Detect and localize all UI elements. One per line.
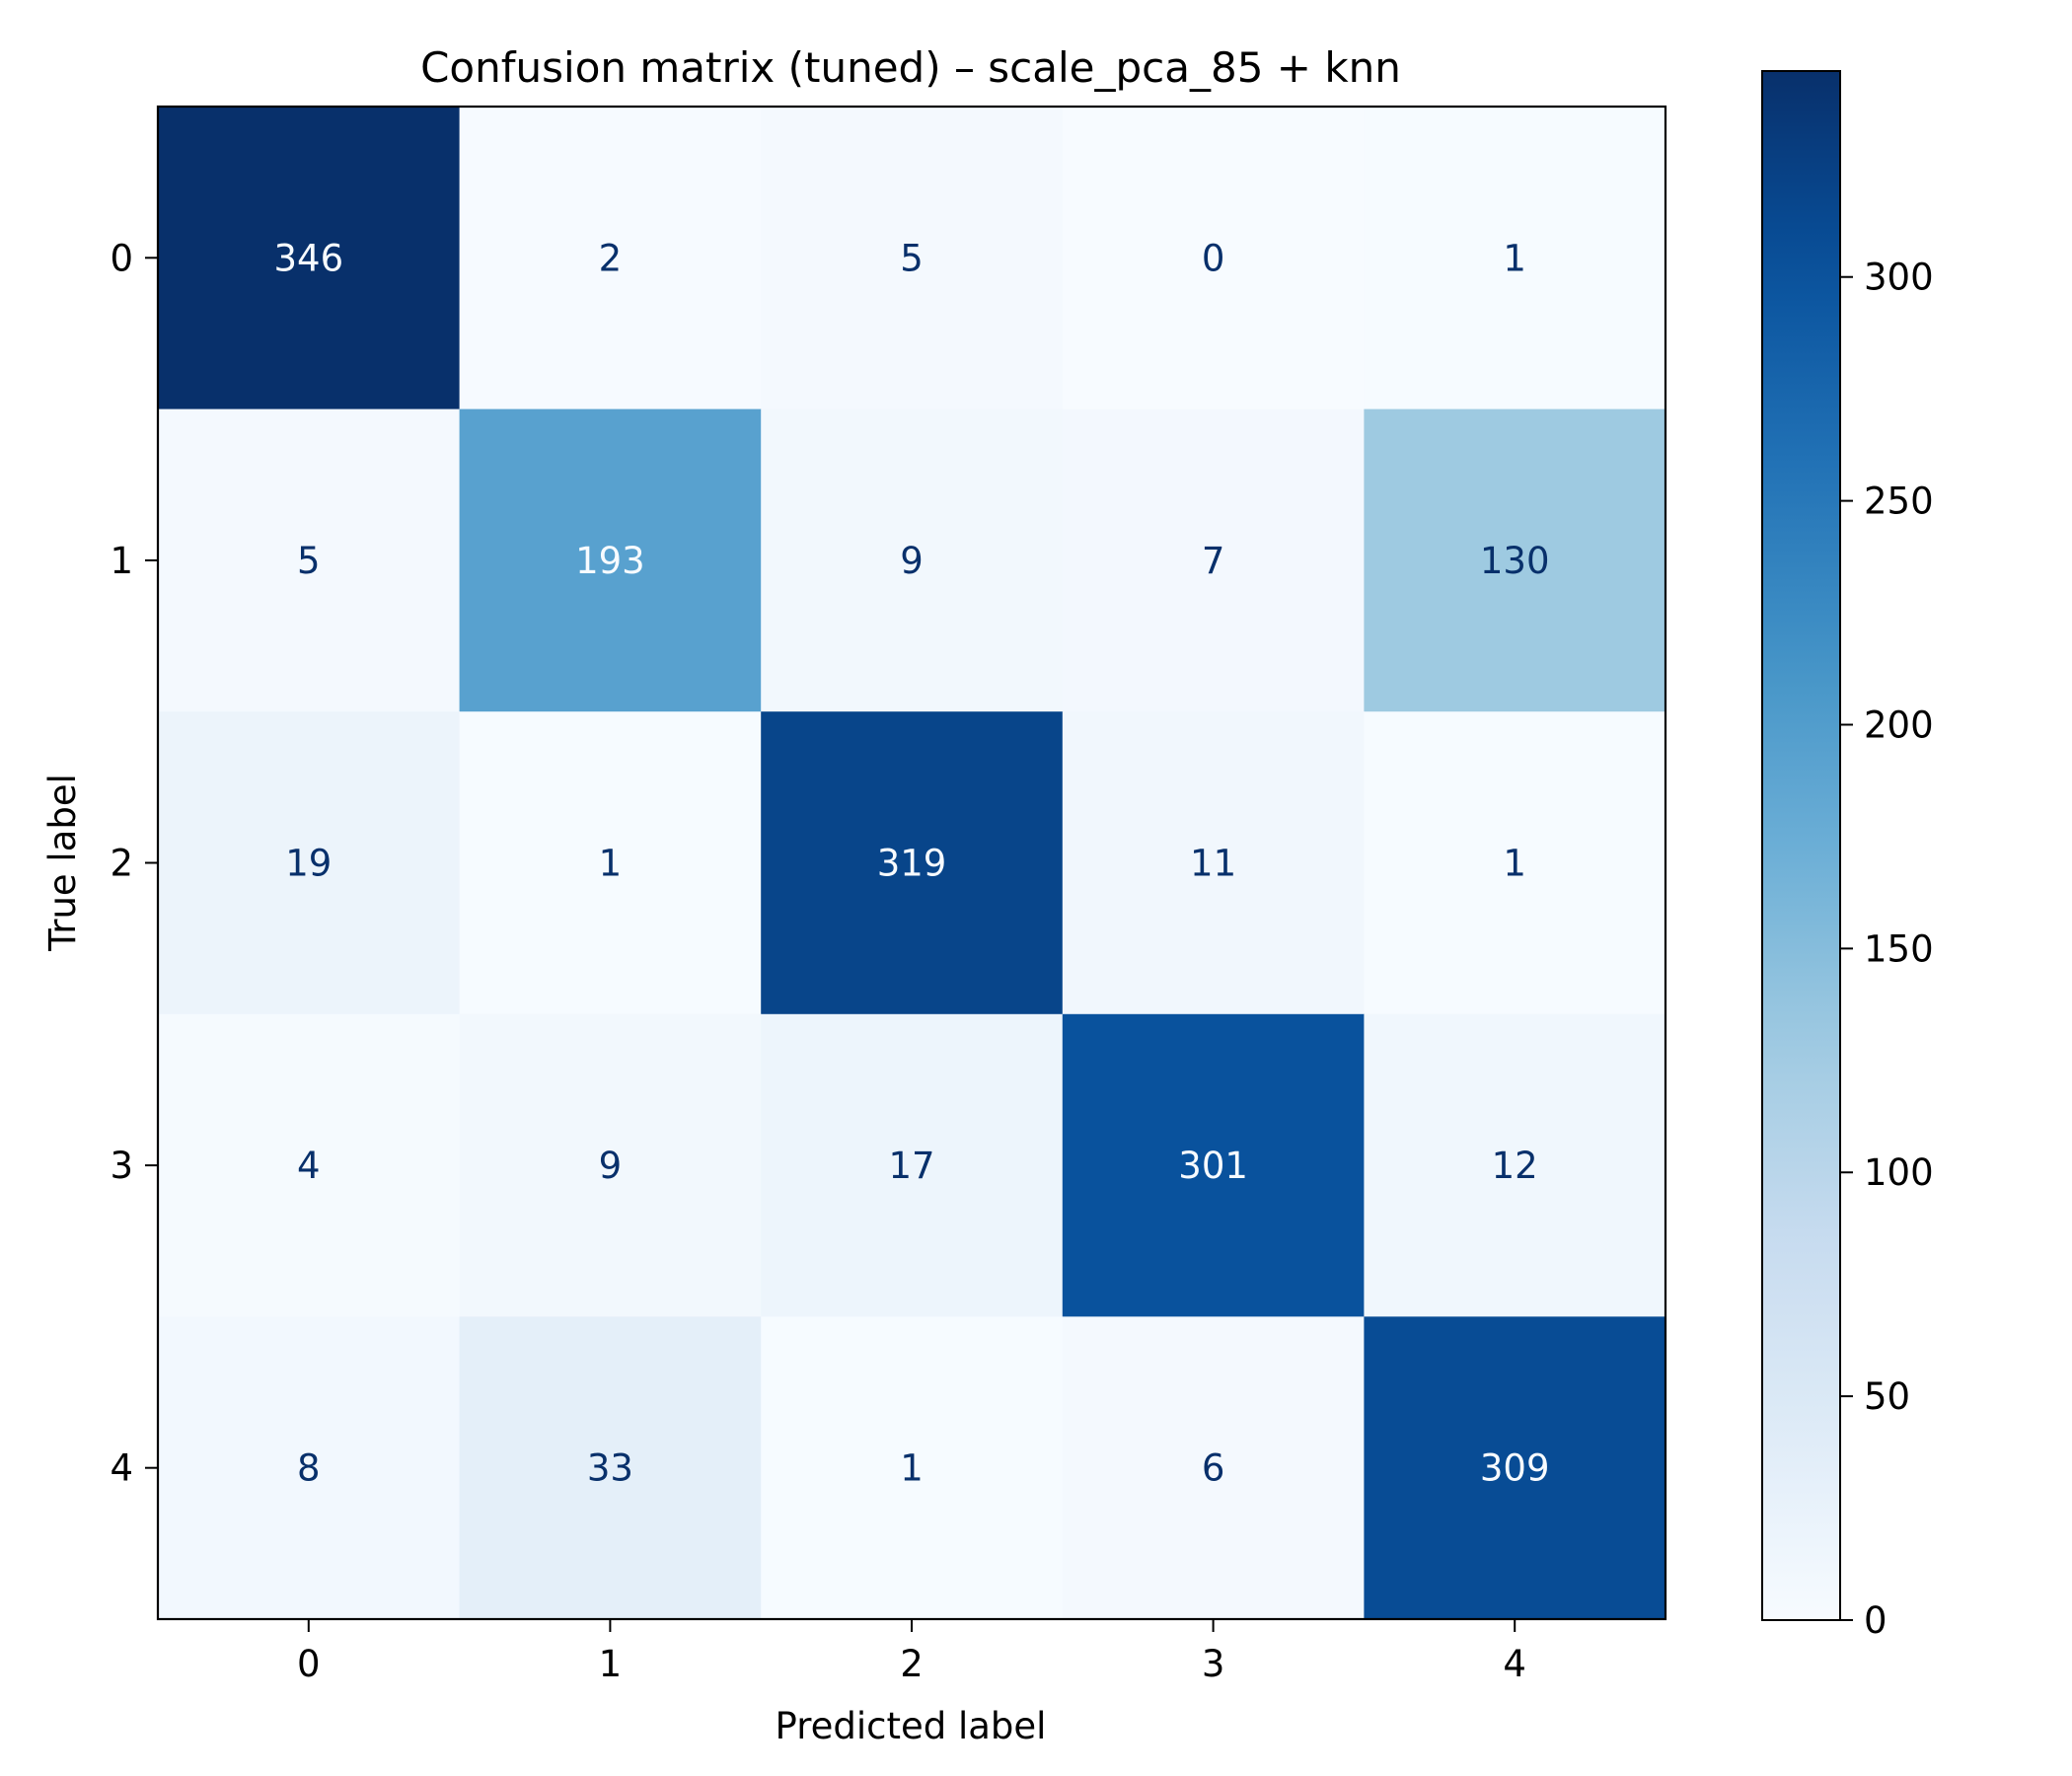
- y-tick-label: 1: [110, 540, 133, 582]
- heatmap-cell: [761, 408, 1064, 712]
- cell-value-label: 8: [297, 1447, 321, 1490]
- cell-value-label: 19: [285, 843, 332, 885]
- cell-value-label: 193: [575, 540, 645, 582]
- cell-value-label: 301: [1178, 1145, 1248, 1187]
- cell-value-label: 12: [1492, 1145, 1538, 1187]
- heatmap-cell: [1364, 107, 1666, 410]
- y-tick-label: 3: [110, 1145, 133, 1187]
- colorbar-tick-label: 100: [1864, 1151, 1934, 1194]
- x-tick-label: 1: [599, 1643, 623, 1685]
- cell-value-label: 11: [1190, 843, 1236, 885]
- heatmap-cell: [158, 1316, 461, 1620]
- cell-value-label: 17: [888, 1145, 934, 1187]
- heatmap-cell: [1062, 1316, 1365, 1620]
- cell-value-label: 7: [1202, 540, 1225, 582]
- y-tick-label: 0: [110, 237, 133, 279]
- heatmap-cell: [761, 1316, 1064, 1620]
- heatmap-cell: [158, 408, 461, 712]
- heatmap-cell: [1062, 107, 1365, 410]
- heatmap-cell: [1062, 1013, 1365, 1317]
- colorbar-tick-label: 300: [1864, 257, 1934, 299]
- cell-value-label: 0: [1202, 237, 1225, 279]
- heatmap-cell: [459, 408, 762, 712]
- colorbar: [1761, 70, 1841, 1621]
- heatmap-cell: [1364, 711, 1666, 1015]
- heatmap-cell: [761, 711, 1064, 1015]
- colorbar-ticks: 0 50 100 150 200 250 300: [1840, 257, 1934, 1642]
- cell-value-label: 9: [900, 540, 924, 582]
- cell-value-label: 1: [599, 843, 623, 885]
- heatmap-cell: [158, 711, 461, 1015]
- heatmap-cell: [459, 711, 762, 1015]
- x-tick-label: 2: [900, 1643, 924, 1685]
- heatmap-cells: [158, 107, 1666, 1620]
- cell-value-label: 5: [900, 237, 924, 279]
- cell-value-label: 1: [1503, 843, 1526, 885]
- cell-value-label: 2: [599, 237, 623, 279]
- heatmap-cell: [1364, 1316, 1666, 1620]
- colorbar-tick-label: 250: [1864, 481, 1934, 523]
- x-tick-label: 4: [1503, 1643, 1526, 1685]
- cell-value-label: 309: [1480, 1447, 1550, 1490]
- colorbar-tick-label: 150: [1864, 927, 1934, 970]
- heatmap-cell: [1364, 1013, 1666, 1317]
- heatmap-cell: [459, 1316, 762, 1620]
- x-tick-label: 3: [1202, 1643, 1225, 1685]
- y-axis-ticks: 0 1 2 3 4: [110, 237, 158, 1490]
- heatmap-cell: [459, 107, 762, 410]
- y-tick-label: 4: [110, 1447, 133, 1490]
- x-axis-label: Predicted label: [776, 1705, 1047, 1747]
- y-tick-label: 2: [110, 843, 133, 885]
- cell-value-label: 4: [297, 1145, 321, 1187]
- colorbar-tick-label: 0: [1864, 1599, 1887, 1642]
- cell-value-label: 6: [1202, 1447, 1225, 1490]
- cell-value-label: 346: [273, 237, 343, 279]
- x-axis-ticks: 0 1 2 3 4: [297, 1619, 1526, 1685]
- cell-value-label: 33: [587, 1447, 633, 1490]
- heatmap-cell: [158, 1013, 461, 1317]
- heatmap-cell: [1062, 711, 1365, 1015]
- y-axis-label: True label: [41, 774, 84, 952]
- cell-value-label: 319: [877, 843, 947, 885]
- cell-value-label: 1: [1503, 237, 1526, 279]
- cell-value-label: 5: [297, 540, 321, 582]
- heatmap-cell: [1062, 408, 1365, 712]
- chart-title: Confusion matrix (tuned) – scale_pca_85 …: [420, 43, 1401, 92]
- heatmap-cell: [459, 1013, 762, 1317]
- colorbar-tick-label: 50: [1864, 1375, 1910, 1418]
- heatmap-cell: [761, 1013, 1064, 1317]
- heatmap-cell: [1364, 408, 1666, 712]
- colorbar-tick-label: 200: [1864, 703, 1934, 746]
- x-tick-label: 0: [297, 1643, 321, 1685]
- cell-value-label: 130: [1480, 540, 1550, 582]
- cell-value-label: 1: [900, 1447, 924, 1490]
- heatmap-cell: [761, 107, 1064, 410]
- cell-value-label: 9: [599, 1145, 623, 1187]
- heatmap-cell: [158, 107, 461, 410]
